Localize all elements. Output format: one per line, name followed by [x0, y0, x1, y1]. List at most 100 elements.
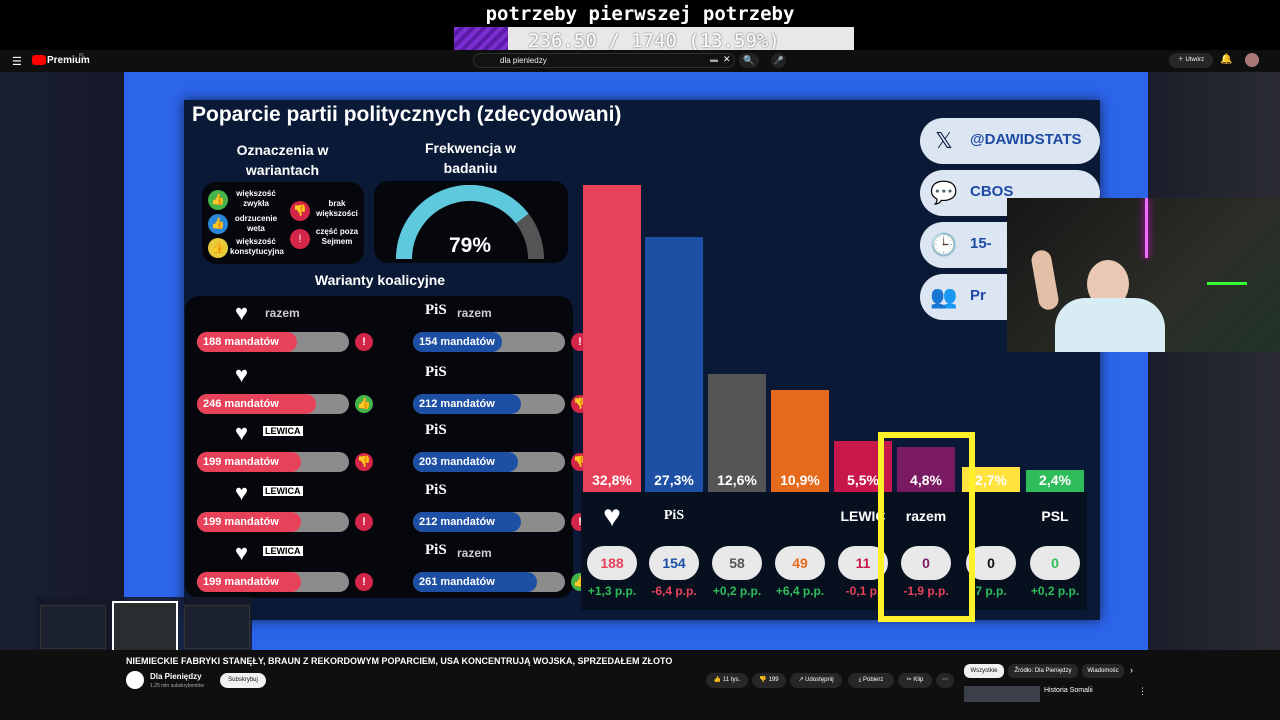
chart-bar	[645, 236, 703, 492]
bar-value-label: 4,8%	[910, 472, 942, 488]
notifications-bell-icon[interactable]: 🔔	[1220, 54, 1233, 65]
chip-all[interactable]: Wszystkie	[964, 664, 1004, 678]
seat-bar: 188 mandatów	[197, 332, 349, 352]
seat-fill: 199 mandatów	[197, 452, 301, 472]
delta-label: 7 p.p.	[975, 584, 1007, 598]
search-button[interactable]: 🔍	[739, 53, 759, 68]
recommended-thumbnail[interactable]	[964, 686, 1040, 702]
party-logo: LEWIC	[840, 508, 886, 524]
chart-bar	[1026, 469, 1084, 492]
thumbnail-1[interactable]	[40, 605, 106, 649]
channel-name[interactable]: Dla Pieniędzy	[150, 672, 202, 681]
social-badge: 𝕏 @DAWIDSTATS	[920, 118, 1100, 164]
seek-thumbnails[interactable]	[36, 597, 252, 657]
seat-fill: 261 mandatów	[413, 572, 537, 592]
microphone-icon[interactable]: 🎤	[771, 53, 786, 68]
like-button[interactable]: 👍 11 tys.	[706, 673, 748, 688]
create-button[interactable]: ＋ Utwórz	[1169, 53, 1213, 68]
dislike-button[interactable]: 👎 199	[752, 673, 786, 688]
menu-icon[interactable]: ☰	[12, 56, 22, 68]
recommended-title[interactable]: Historia Somalii	[1044, 687, 1093, 694]
delta-label: -0,1 p.	[845, 584, 881, 598]
pis-logo-icon: PiS	[425, 482, 447, 498]
seat-fill: 203 mandatów	[413, 452, 518, 472]
thumbnail-3[interactable]	[184, 605, 250, 649]
video-info	[0, 650, 1280, 720]
create-label: Utwórz	[1185, 57, 1205, 63]
party-logo: razem	[905, 508, 947, 524]
avatar[interactable]	[1245, 53, 1259, 67]
more-vert-icon[interactable]: ⋮	[1138, 686, 1147, 696]
thumbs-up-icon: 👍	[355, 395, 373, 413]
turnout-title: Frekwencja w badaniu	[424, 140, 517, 176]
youtube-logo-icon[interactable]	[32, 55, 46, 65]
heart-icon: ♥	[235, 420, 249, 445]
chip-news[interactable]: Wiadomośc	[1082, 664, 1124, 678]
pis-logo-icon: PiS	[425, 364, 447, 380]
search-input[interactable]	[473, 53, 735, 68]
chip-source[interactable]: Źródło: Dla Pieniędzy	[1008, 664, 1078, 678]
seat-bar: 199 mandatów	[197, 572, 349, 592]
rgb-light	[1207, 282, 1247, 285]
search-value[interactable]: dla pieniedzy	[500, 56, 547, 65]
chart-bar	[771, 390, 829, 492]
more-actions-button[interactable]: ⋯	[936, 673, 954, 688]
slide-title: Poparcie partii politycznych (zdecydowan…	[192, 103, 622, 126]
turnout-value: 79%	[448, 234, 492, 257]
social-label: CBOS	[970, 183, 1014, 200]
clear-search-icon[interactable]: ✕	[723, 54, 731, 64]
delta-label: +0,2 p.p.	[1030, 584, 1080, 598]
legend-outside-sejm: część poza Sejmem	[315, 227, 359, 246]
subscribe-button[interactable]: Subskrybuj	[220, 673, 266, 688]
delta-label: -6,4 p.p.	[651, 584, 697, 598]
seat-bar: 199 mandatów	[197, 452, 349, 472]
party-tag: LEWICA	[263, 426, 303, 436]
exclamation-icon: !	[355, 333, 373, 351]
seat-fill: 154 mandatów	[413, 332, 503, 352]
person-body	[1055, 298, 1165, 352]
party-tag: LEWICA	[263, 546, 303, 556]
goal-progress-fill	[454, 27, 509, 53]
goal-title: potrzeby pierwszej potrzeby	[485, 3, 795, 25]
neon-light	[1145, 198, 1148, 258]
chat-icon: 💬	[930, 180, 958, 205]
bar-value-label: 2,7%	[975, 472, 1007, 488]
party-tag: razem	[265, 306, 300, 320]
seat-count: 0	[901, 546, 951, 580]
seat-fill: 188 mandatów	[197, 332, 298, 352]
social-label: Pr	[970, 287, 986, 304]
legend-constitutional: większość konstytucyjna	[230, 237, 284, 256]
like-count: 11 tys.	[722, 677, 741, 683]
party-tag: razem	[457, 306, 492, 320]
thumbs-up-icon: 👍	[208, 190, 228, 210]
seat-count: 58	[712, 546, 762, 580]
channel-avatar[interactable]	[126, 671, 144, 689]
youtube-logo-text[interactable]: Premium	[47, 55, 90, 66]
thumbnail-2[interactable]	[112, 601, 178, 653]
highlight-frame	[878, 432, 975, 622]
seat-fill: 199 mandatów	[197, 572, 301, 592]
delta-label: +1,3 p.p.	[587, 584, 637, 598]
bar-value-label: 12,6%	[717, 472, 757, 488]
bar-value-label: 32,8%	[592, 472, 632, 488]
clip-button[interactable]: ✂ Klip	[898, 673, 932, 688]
chart-bar	[708, 374, 766, 492]
seat-count: 0	[1030, 546, 1080, 580]
seat-bar: 203 mandatów	[413, 452, 565, 472]
legend-no-majority: brak większości	[316, 199, 358, 218]
pis-logo-icon: PiS	[425, 302, 447, 318]
video-title: NIEMIECKIE FABRYKI STANĘŁY, BRAUN Z REKO…	[126, 656, 673, 666]
keyboard-icon[interactable]: ▬	[710, 55, 718, 64]
turnout-gauge	[396, 185, 544, 260]
seat-count: 154	[649, 546, 699, 580]
seat-fill: 199 mandatów	[197, 512, 301, 532]
seat-fill: 212 mandatów	[413, 394, 521, 414]
person-arm	[1029, 248, 1061, 312]
clock-icon: 🕒	[930, 232, 958, 257]
seat-bar: 261 mandatów	[413, 572, 565, 592]
download-button[interactable]: ⤓ Pobierz	[848, 673, 894, 688]
chevron-right-icon[interactable]: ›	[1130, 665, 1133, 675]
seat-bar: 212 mandatów	[413, 394, 565, 414]
pis-logo-icon: PiS	[425, 542, 447, 558]
share-button[interactable]: ↗ Udostępnij	[790, 673, 842, 688]
